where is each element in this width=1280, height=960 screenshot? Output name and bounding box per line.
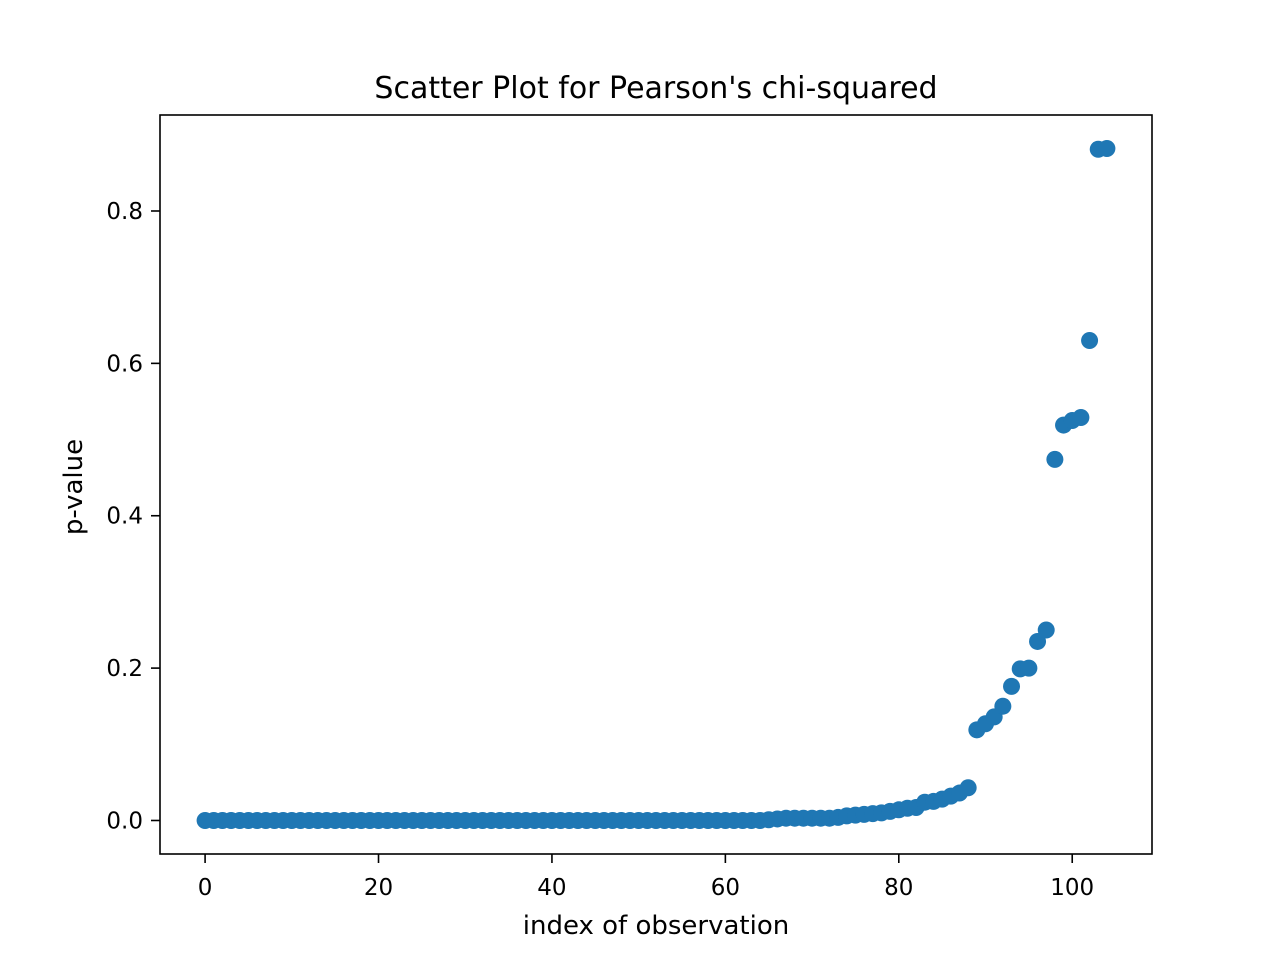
y-tick-label: 0.0 [106, 808, 143, 834]
chart-title: Scatter Plot for Pearson's chi-squared [374, 71, 937, 106]
x-tick-label: 100 [1050, 875, 1094, 901]
data-point [959, 779, 977, 797]
data-point [1046, 450, 1064, 468]
x-axis-label: index of observation [523, 911, 790, 941]
x-tick-label: 20 [364, 875, 393, 901]
data-point [1003, 677, 1021, 695]
data-point [1098, 140, 1116, 158]
y-tick-label: 0.8 [106, 199, 143, 225]
data-point [1037, 621, 1055, 639]
x-axis-ticks: 0 20 40 60 80 100 [198, 854, 1094, 901]
x-tick-label: 0 [198, 875, 213, 901]
plot-area-frame [159, 114, 1153, 855]
x-tick-label: 60 [711, 875, 740, 901]
y-tick-label: 0.6 [106, 351, 143, 377]
data-point [1081, 332, 1099, 350]
y-tick-label: 0.4 [106, 504, 143, 530]
data-point [994, 697, 1012, 715]
y-tick-label: 0.2 [106, 656, 143, 682]
scatter-points [196, 140, 1116, 829]
y-axis-ticks: 0.0 0.2 0.4 0.6 0.8 [106, 199, 160, 834]
data-point [1020, 659, 1038, 677]
x-tick-label: 80 [884, 875, 913, 901]
y-axis-label: p-value [59, 439, 89, 535]
x-tick-label: 40 [537, 875, 566, 901]
data-point [1072, 408, 1090, 426]
